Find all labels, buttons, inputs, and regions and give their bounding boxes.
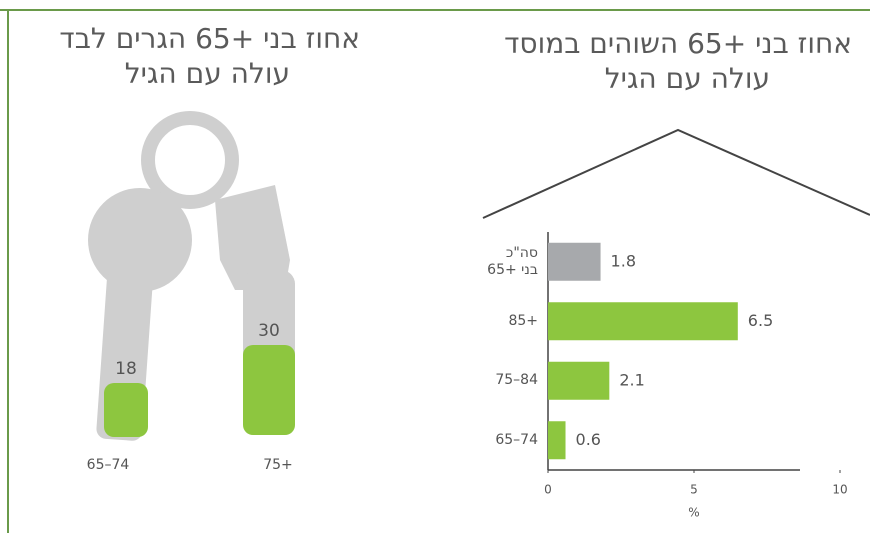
subtitle: עולה עם הגיל	[125, 57, 290, 90]
category-label: 75–84	[495, 372, 538, 389]
bar	[548, 421, 566, 460]
title: אחוז בני +65 הגרים לבד	[59, 22, 360, 55]
value-label: 1.8	[611, 251, 636, 270]
roof	[482, 128, 870, 219]
x-axis-label: %	[688, 506, 699, 520]
value-label: 30	[258, 321, 280, 341]
title: אחוז בני +65 השוהים במוסד	[504, 27, 852, 60]
category-label: 75+	[263, 457, 293, 473]
bar	[548, 242, 601, 281]
category-label: סה"כ בני +65	[487, 244, 538, 278]
x-tick-label: 10	[832, 483, 847, 497]
category-label: 65–74	[87, 457, 130, 473]
subtitle: עולה עם הגיל	[605, 62, 770, 95]
value-label: 6.5	[748, 311, 773, 330]
category-label: 85+	[508, 312, 538, 329]
x-tick-label: 0	[544, 483, 552, 497]
value-label: 2.1	[619, 370, 644, 389]
key-fill	[104, 383, 148, 437]
category-label: 65–74	[495, 431, 538, 448]
value-label: 18	[115, 359, 137, 379]
key-fill	[243, 345, 295, 435]
bar	[548, 361, 610, 400]
bar	[548, 302, 738, 341]
value-label: 0.6	[576, 430, 601, 449]
x-tick-label: 5	[690, 483, 698, 497]
